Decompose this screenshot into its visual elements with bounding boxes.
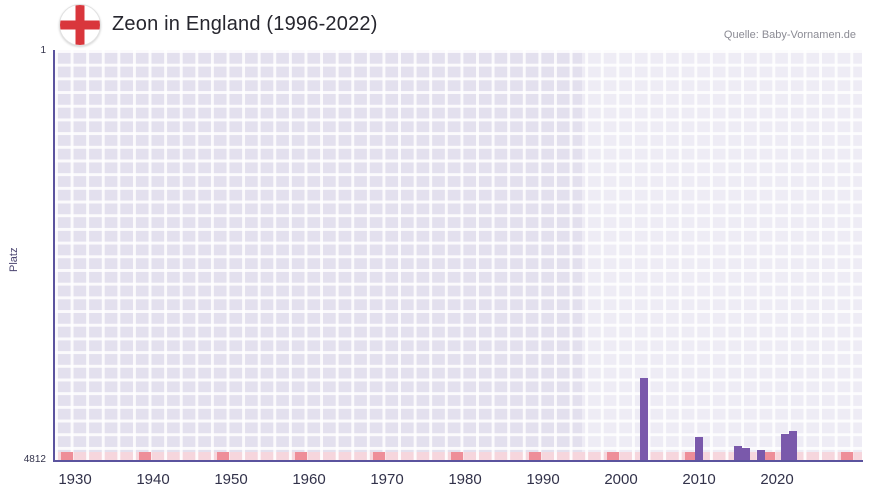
y-axis-tick-top: 1 [40, 45, 46, 56]
flag-cross-vertical [75, 5, 85, 45]
bar-2003[interactable] [640, 377, 649, 460]
x-axis-line [53, 460, 863, 462]
bottom-timeline-strip [55, 452, 862, 461]
x-axis-tick-label: 1960 [292, 471, 326, 488]
bar-2021[interactable] [780, 434, 789, 460]
timeline-marker-cell [529, 452, 542, 461]
y-axis-line [53, 50, 55, 462]
highlight-period-region [582, 50, 862, 461]
england-flag-icon [59, 4, 101, 46]
timeline-marker-cell [61, 452, 74, 461]
timeline-marker-cell [295, 452, 308, 461]
timeline-marker-cell [373, 452, 386, 461]
x-axis-tick-label: 2000 [604, 471, 638, 488]
timeline-marker-cell [607, 452, 620, 461]
timeline-marker-cell [841, 452, 854, 461]
x-axis-tick-label: 1980 [448, 471, 482, 488]
x-axis-tick-label: 1950 [214, 471, 248, 488]
bar-2015[interactable] [734, 446, 742, 460]
y-axis-tick-bottom: 4812 [23, 454, 46, 465]
x-axis-tick-label: 1990 [526, 471, 560, 488]
x-axis-tick-label: 1940 [136, 471, 170, 488]
source-link[interactable]: Quelle: Baby-Vornamen.de [723, 29, 856, 41]
bar-2018[interactable] [757, 449, 766, 460]
x-axis-tick-label: 2020 [760, 471, 794, 488]
x-axis-tick-label: 1930 [58, 471, 92, 488]
x-axis-labels: 1930 1940 1950 1960 1970 1980 1990 2000 2010 2020 [55, 471, 862, 493]
y-axis-label: Platz [8, 247, 20, 272]
timeline-marker-cell [763, 452, 776, 461]
plot-area [55, 50, 862, 461]
timeline-marker-cell [451, 452, 464, 461]
bar-2022[interactable] [788, 430, 797, 460]
x-axis-tick-label: 2010 [682, 471, 716, 488]
chart-title: Zeon in England (1996-2022) [112, 13, 378, 35]
timeline-marker-cell [217, 452, 230, 461]
timeline-marker-cell [139, 452, 152, 461]
timeline-marker-cell [685, 452, 698, 461]
bar-2010[interactable] [695, 436, 703, 460]
x-axis-tick-label: 1970 [370, 471, 404, 488]
bar-2016[interactable] [741, 448, 750, 460]
